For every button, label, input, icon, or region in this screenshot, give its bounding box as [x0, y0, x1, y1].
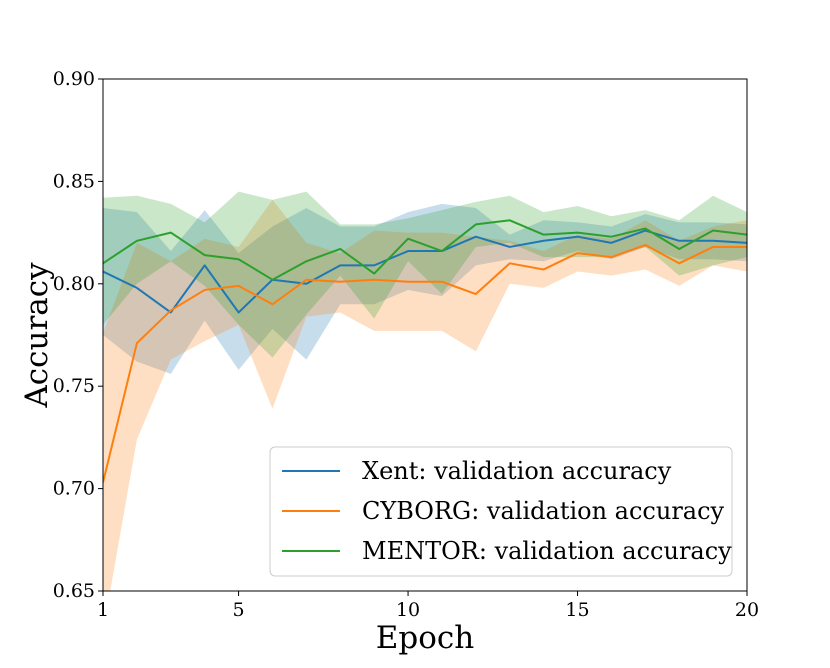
x-axis-label: Epoch	[376, 620, 474, 656]
x-tick-label-15: 15	[565, 599, 589, 621]
y-tick-label-0.70: 0.70	[53, 478, 95, 500]
line-series-3	[103, 219, 747, 281]
x-tick-label-1: 1	[97, 599, 109, 621]
x-tick-label-10: 10	[396, 599, 420, 621]
y-tick-label-0.75: 0.75	[53, 375, 95, 397]
band-series-2	[103, 199, 747, 591]
y-tick-label-0.85: 0.85	[53, 170, 95, 192]
y-axis-label: Accuracy	[19, 262, 55, 409]
legend-label-series-1: Xent: validation accuracy	[362, 457, 672, 485]
plot-area-frame	[102, 78, 748, 592]
band-series-1	[103, 203, 747, 374]
x-tick-label-20: 20	[735, 599, 759, 621]
legend-label-series-2: CYBORG: validation accuracy	[362, 497, 725, 525]
x-tick-label-5: 5	[233, 599, 245, 621]
series-lines	[103, 219, 747, 483]
legend-box	[269, 446, 733, 577]
line-series-2	[103, 243, 747, 483]
y-tick-label-0.90: 0.90	[53, 68, 95, 90]
line-series-1	[103, 229, 747, 314]
legend-label-series-3: MENTOR: validation accuracy	[362, 537, 732, 565]
axis-ticks: 1 5 10 15 200.650.700.750.800.850.90	[53, 68, 759, 621]
y-tick-label-0.80: 0.80	[53, 273, 95, 295]
y-tick-label-0.65: 0.65	[53, 580, 95, 602]
legend: Xent: validation accuracy CYBORG: validat…	[269, 446, 733, 577]
